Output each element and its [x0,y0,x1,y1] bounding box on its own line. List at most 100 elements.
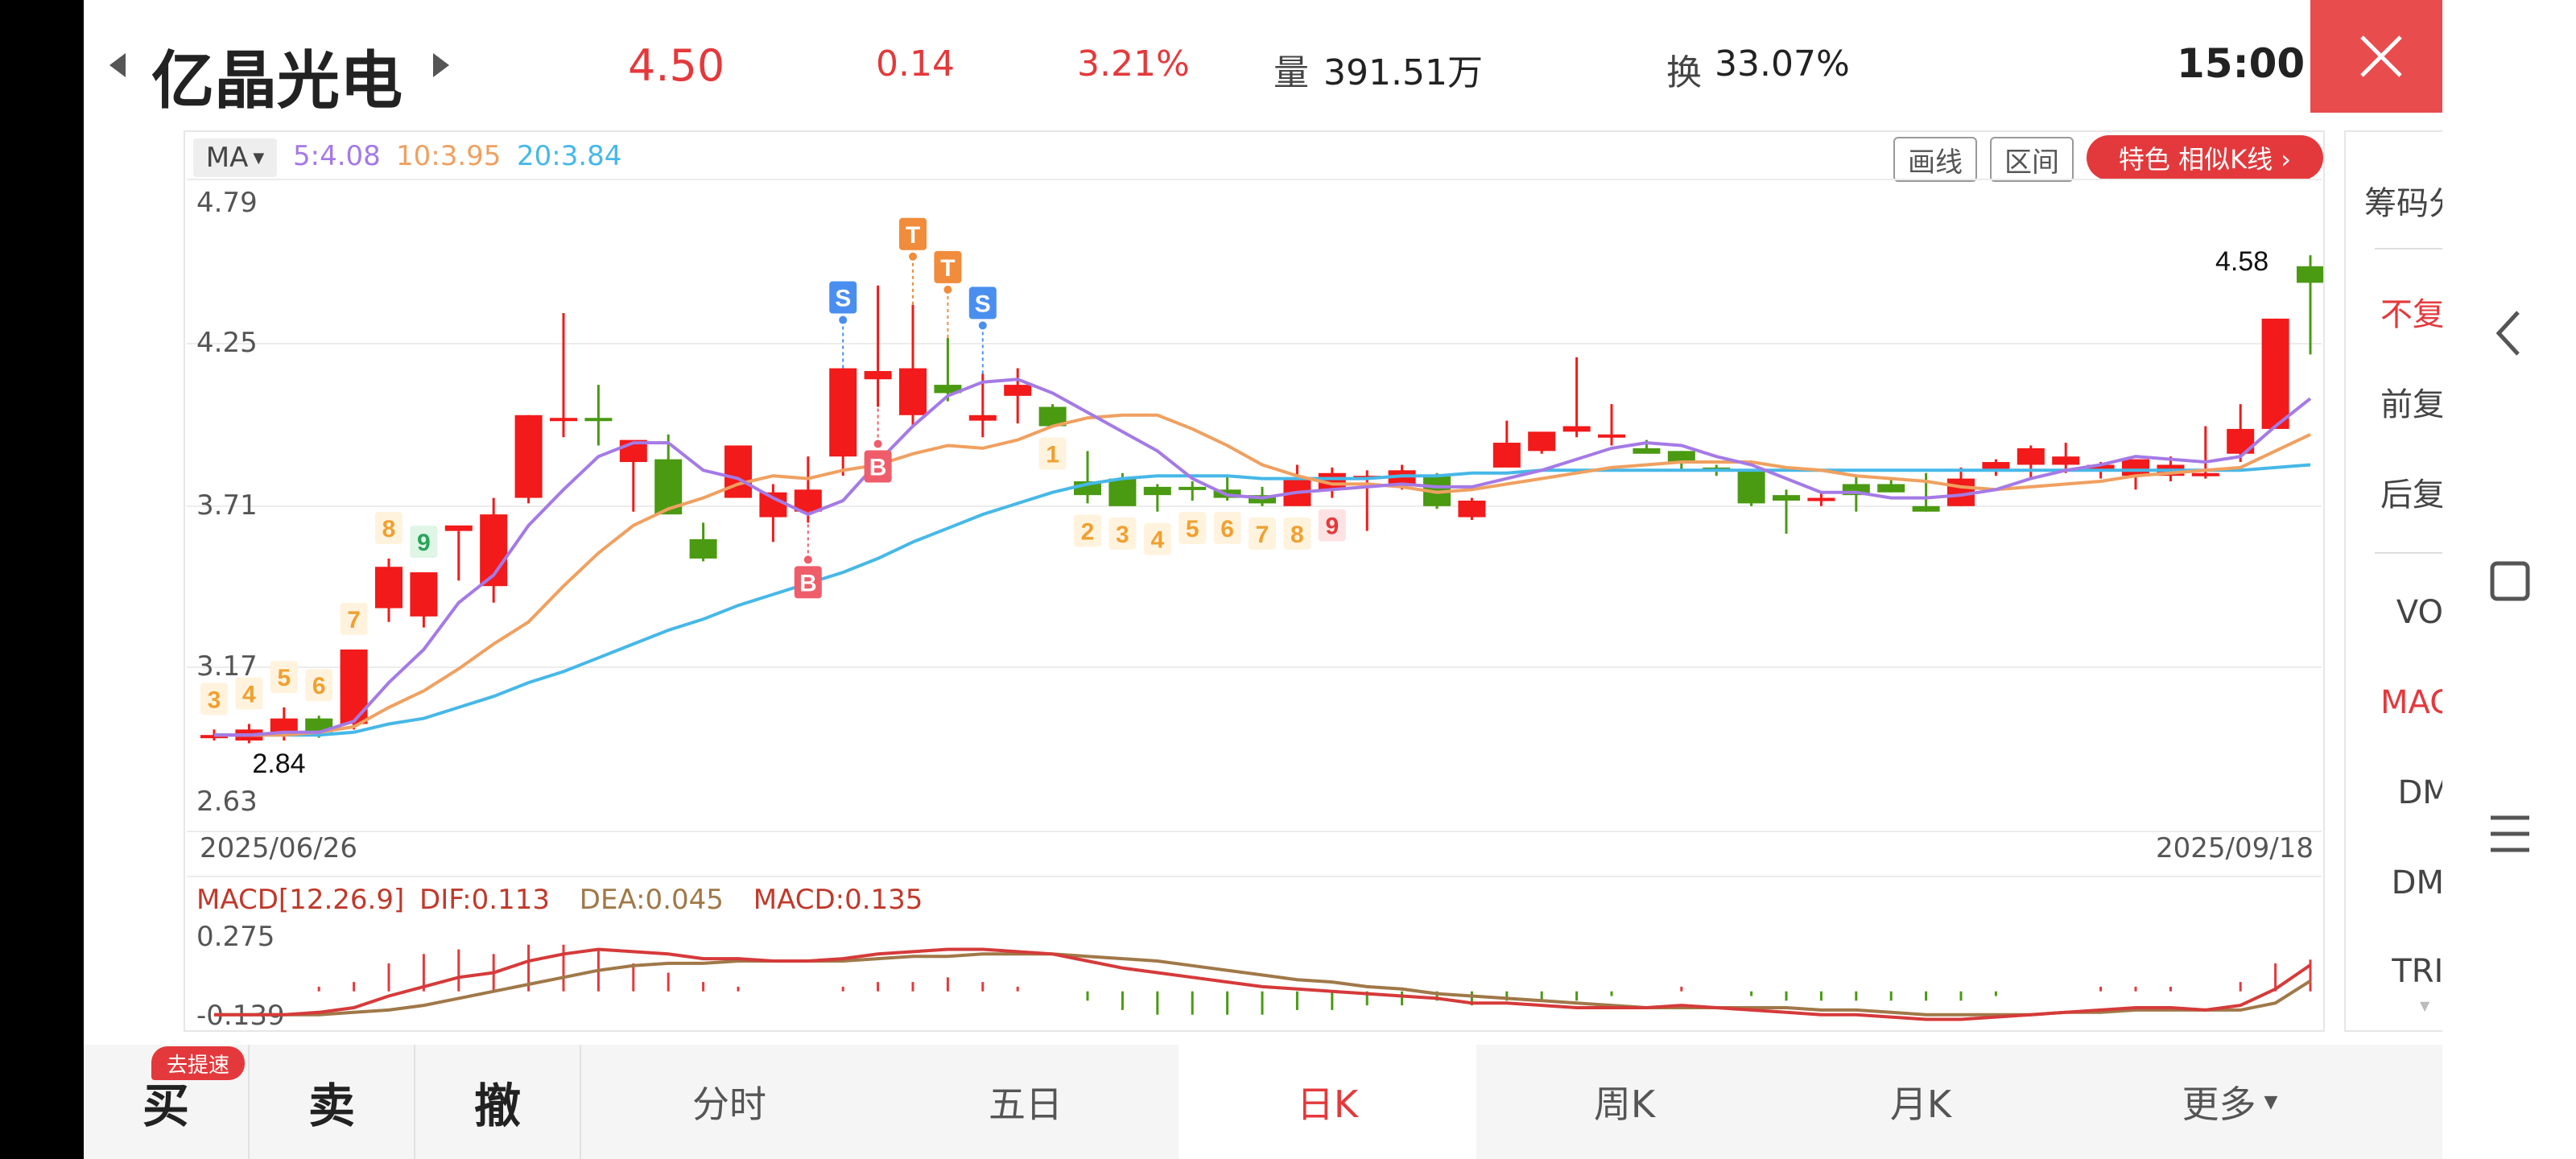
ma10-value: 10:3.95 [396,140,502,172]
signal-marker-bg [1143,522,1171,555]
cancel-button[interactable]: 撤 [415,1045,580,1159]
candle-body [1982,462,2010,471]
signal-marker-bg [829,281,857,314]
signal-marker-bg [305,669,333,702]
tab-more[interactable]: 更多 ▼ [2069,1045,2391,1159]
divider [248,1045,250,1159]
dea-line [214,952,2312,1017]
candle-body [2261,318,2289,429]
volume-value: 391.51万 [1323,52,1483,93]
candle-body [864,370,892,380]
end-date: 2025/09/18 [2156,832,2314,864]
range-button[interactable]: 区间 [1990,137,2074,182]
menu-icon[interactable] [2489,815,2531,853]
dropdown-icon: ▼ [253,149,265,167]
signal-marker-bg [1179,512,1207,544]
scroll-down-icon[interactable]: ▼ [2420,998,2430,1013]
tab-more-label: 更多 [2182,1083,2256,1126]
signal-marker-bg [1108,517,1137,550]
signal-marker-bg [899,217,927,250]
signal-marker-bg [794,566,822,599]
signal-marker-label: 6 [1220,516,1234,542]
candle-body [584,418,613,422]
signal-marker-bg [375,511,402,544]
signal-marker-bg [864,450,892,483]
tab-monthly-k[interactable]: 月K [1889,1083,1952,1126]
ma20-line [214,463,2311,737]
system-nav-bar [2442,0,2576,1159]
dif-line [214,947,2312,1021]
candle-body [514,415,543,498]
grid-line [187,179,2322,180]
candle-body [899,368,927,415]
macd-dea: DEA:0.045 [579,884,724,916]
signal-marker-bg [340,603,368,635]
signal-marker-label: 8 [382,516,396,542]
candle-body [1737,470,1765,504]
candle-body [1458,501,1486,518]
signal-marker-label: 9 [1325,514,1339,540]
home-icon[interactable] [2489,560,2531,602]
close-button[interactable] [2310,0,2452,113]
signal-marker-label: 3 [208,687,221,713]
tab-daily-k[interactable]: 日K [1179,1045,1476,1159]
signal-marker-label: 6 [312,673,326,699]
price-change: 0.14 [876,43,955,85]
signal-marker-label: 5 [277,665,291,691]
candle-body [934,385,962,394]
signal-marker-label: T [906,222,920,249]
similar-kline-button[interactable]: 特色 相似K线 › [2087,135,2323,180]
y-tick: 3.17 [196,650,258,683]
candle-body [200,735,228,739]
signal-marker-label: B [799,570,817,596]
max-price-label: 4.58 [2215,246,2268,277]
signal-marker-bg [968,287,997,320]
candle-body [1633,448,1661,454]
candle-body [410,572,438,617]
turnover-label: 换 [1666,52,1702,93]
speedup-badge[interactable]: 去提速 [151,1046,245,1080]
candle-body [829,368,857,457]
candle-body [1004,385,1032,396]
prev-stock-icon[interactable] [108,52,127,82]
tab-intraday[interactable]: 分时 [692,1083,766,1126]
close-icon [2360,35,2402,77]
grid-line [187,831,2322,832]
signal-marker-bg [1074,514,1101,547]
chart-panel[interactable]: MA ▼ 5:4.08 10:3.95 20:3.84 画线 区间 特色 相似K… [184,130,2325,1032]
signal-marker-label: 5 [1186,516,1199,542]
candle-body [2191,472,2219,476]
candle-body [375,567,402,608]
candle-body [1598,434,1625,438]
signal-marker-bg [410,526,438,559]
candle-body [1528,431,1556,452]
y-tick: 4.79 [196,187,258,219]
candle-body [444,525,473,531]
divider [580,1045,581,1159]
tab-five-day[interactable]: 五日 [989,1083,1063,1126]
signal-marker-dot [978,321,987,330]
ma-select-label: MA [205,142,249,174]
back-icon[interactable] [2492,309,2524,357]
signal-marker-label: 1 [1046,442,1059,468]
bottom-bar: 买 去提速 卖 撤 分时 五日 日K 周K 月K 更多 ▼ [84,1045,2442,1159]
sell-button[interactable]: 卖 [250,1045,414,1159]
ma-select[interactable]: MA ▼ [193,138,277,177]
candle-body [2122,459,2149,476]
dropdown-icon: ▼ [2264,1091,2278,1112]
tab-weekly-k[interactable]: 周K [1593,1083,1656,1126]
macd-legend: MACD[12.26.9] DIF:0.113 DEA:0.045 MACD:0… [196,884,923,916]
turnover-value: 33.07% [1715,43,1850,85]
draw-line-button[interactable]: 画线 [1893,137,1977,182]
macd-chart[interactable] [185,918,2323,1030]
signal-marker-bg [235,677,263,710]
candle-body [1877,484,1905,493]
next-stock-icon[interactable] [431,52,451,82]
candle-body [1179,486,1207,490]
candle-body [1038,406,1067,427]
signal-marker-bg [270,660,298,693]
candle-body [689,538,717,559]
candle-body [724,445,752,498]
macd-value: MACD:0.135 [753,884,923,916]
